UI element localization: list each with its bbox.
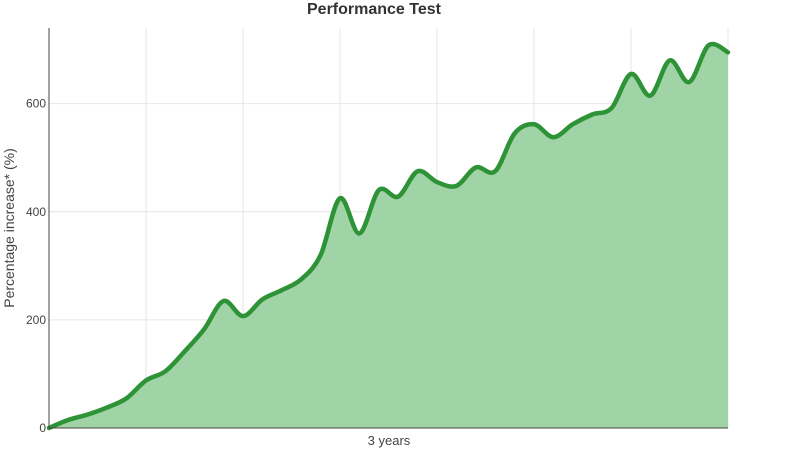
chart-title: Performance Test — [307, 1, 442, 18]
y-tick-label: 200 — [26, 313, 46, 327]
area-fill — [49, 44, 728, 429]
y-axis-label: Percentage increase* (%) — [1, 148, 17, 308]
y-tick-label: 0 — [39, 421, 46, 435]
x-axis-label: 3 years — [368, 433, 411, 448]
y-tick-label: 400 — [26, 205, 46, 219]
y-tick-label: 600 — [26, 97, 46, 111]
y-tick-labels: 0 200 400 600 — [26, 97, 46, 435]
series-line — [46, 41, 731, 431]
